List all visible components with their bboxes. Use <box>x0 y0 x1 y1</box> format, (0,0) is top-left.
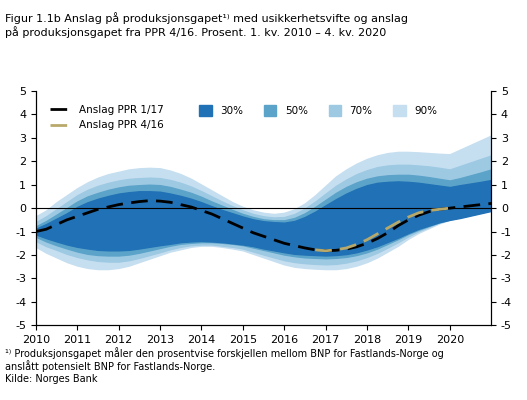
Legend: 30%, 50%, 70%, 90%: 30%, 50%, 70%, 90% <box>195 101 441 120</box>
Text: ¹⁾ Produksjonsgapet måler den prosentvise forskjellen mellom BNP for Fastlands-N: ¹⁾ Produksjonsgapet måler den prosentvis… <box>5 347 444 384</box>
Text: Figur 1.1b Anslag på produksjonsgapet¹⁾ med usikkerhetsvifte og anslag
på produk: Figur 1.1b Anslag på produksjonsgapet¹⁾ … <box>5 12 408 38</box>
